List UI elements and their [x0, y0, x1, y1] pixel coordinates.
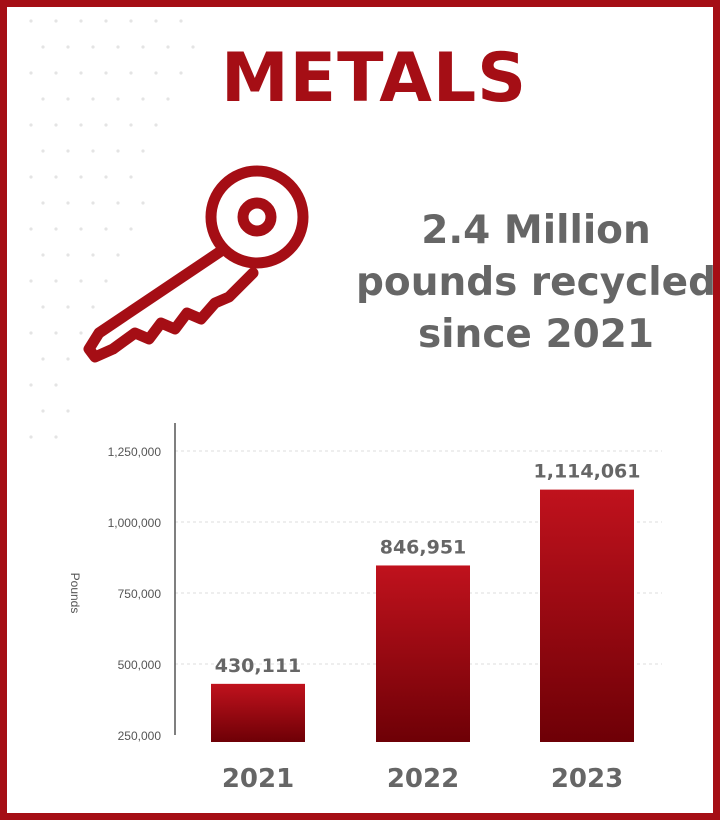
decorative-dot: [66, 253, 70, 257]
decorative-dot: [91, 305, 95, 309]
decorative-dot: [116, 97, 120, 101]
decorative-dot: [104, 279, 108, 283]
key-icon: [83, 165, 309, 363]
bar-value-label: 846,951: [380, 536, 467, 558]
decorative-dot: [66, 149, 70, 153]
headline-line: 2.4 Million: [421, 208, 651, 253]
decorative-dot: [29, 383, 33, 387]
x-category-label: 2023: [551, 764, 623, 794]
bar-2022: [376, 565, 470, 742]
decorative-dot: [91, 149, 95, 153]
decorative-dot: [104, 227, 108, 231]
y-tick-label: 1,250,000: [108, 445, 162, 459]
decorative-dot: [66, 201, 70, 205]
bar-2021: [211, 683, 305, 742]
decorative-dot: [166, 45, 170, 49]
decorative-dot: [66, 409, 70, 413]
decorative-dot: [41, 357, 45, 361]
decorative-dot: [29, 19, 33, 23]
headline-line: since 2021: [417, 312, 655, 357]
decorative-dot: [91, 45, 95, 49]
page-title: METALS: [221, 39, 528, 118]
decorative-dot: [141, 149, 145, 153]
decorative-dot: [41, 409, 45, 413]
decorative-dot: [79, 19, 83, 23]
bar-chart: 250,000 500,000 750,000 1,000,000 1,250,000 P…: [68, 423, 662, 794]
decorative-dot: [54, 123, 58, 127]
x-category-label: 2022: [387, 764, 459, 794]
decorative-dot: [129, 71, 133, 75]
decorative-dot: [41, 97, 45, 101]
decorative-dot: [41, 305, 45, 309]
decorative-dot: [66, 305, 70, 309]
decorative-dot: [79, 71, 83, 75]
decorative-dot: [29, 227, 33, 231]
x-category-label: 2021: [222, 764, 294, 794]
decorative-dot: [91, 97, 95, 101]
decorative-dot: [141, 45, 145, 49]
decorative-dot: [79, 175, 83, 179]
bar-value-label: 1,114,061: [534, 461, 641, 483]
decorative-dot: [129, 227, 133, 231]
decorative-dot: [179, 19, 183, 23]
decorative-dot: [29, 175, 33, 179]
decorative-dot: [91, 201, 95, 205]
decorative-dot: [29, 123, 33, 127]
decorative-dot: [129, 175, 133, 179]
decorative-dot: [29, 71, 33, 75]
decorative-dot: [116, 149, 120, 153]
decorative-dot: [154, 71, 158, 75]
decorative-dot: [91, 253, 95, 257]
y-tick-label: 250,000: [118, 729, 162, 743]
decorative-dot: [54, 19, 58, 23]
bar-value-label: 430,111: [215, 655, 302, 677]
decorative-dot: [41, 201, 45, 205]
decorative-dot-pattern: [29, 19, 195, 439]
decorative-dot: [154, 19, 158, 23]
decorative-dot: [29, 279, 33, 283]
decorative-dot: [129, 19, 133, 23]
decorative-dot: [29, 435, 33, 439]
decorative-dot: [79, 123, 83, 127]
decorative-dot: [104, 175, 108, 179]
decorative-dot: [116, 253, 120, 257]
decorative-dot: [104, 19, 108, 23]
decorative-dot: [116, 201, 120, 205]
y-axis-label: Pounds: [68, 573, 82, 614]
decorative-dot: [141, 97, 145, 101]
decorative-dot: [66, 357, 70, 361]
y-tick-label: 750,000: [118, 587, 162, 601]
headline-line: pounds recycled: [355, 260, 717, 305]
decorative-dot: [104, 123, 108, 127]
y-tick-label: 500,000: [118, 658, 162, 672]
y-tick-label: 1,000,000: [108, 516, 162, 530]
decorative-dot: [54, 383, 58, 387]
decorative-dot: [54, 175, 58, 179]
decorative-dot: [191, 45, 195, 49]
decorative-dot: [54, 331, 58, 335]
decorative-dot: [79, 279, 83, 283]
bar-2023: [540, 489, 634, 742]
decorative-dot: [166, 97, 170, 101]
decorative-dot: [54, 279, 58, 283]
decorative-dot: [129, 123, 133, 127]
decorative-dot: [104, 71, 108, 75]
decorative-dot: [66, 45, 70, 49]
decorative-dot: [66, 97, 70, 101]
decorative-dot: [41, 149, 45, 153]
decorative-dot: [154, 123, 158, 127]
decorative-dot: [29, 331, 33, 335]
decorative-dot: [41, 45, 45, 49]
decorative-dot: [79, 331, 83, 335]
decorative-dot: [141, 201, 145, 205]
decorative-dot: [79, 227, 83, 231]
headline-stat: 2.4 Million pounds recycled since 2021: [355, 205, 717, 361]
decorative-dot: [54, 227, 58, 231]
decorative-dot: [54, 71, 58, 75]
decorative-dot: [179, 71, 183, 75]
decorative-dot: [116, 45, 120, 49]
decorative-dot: [54, 435, 58, 439]
decorative-dot: [41, 253, 45, 257]
